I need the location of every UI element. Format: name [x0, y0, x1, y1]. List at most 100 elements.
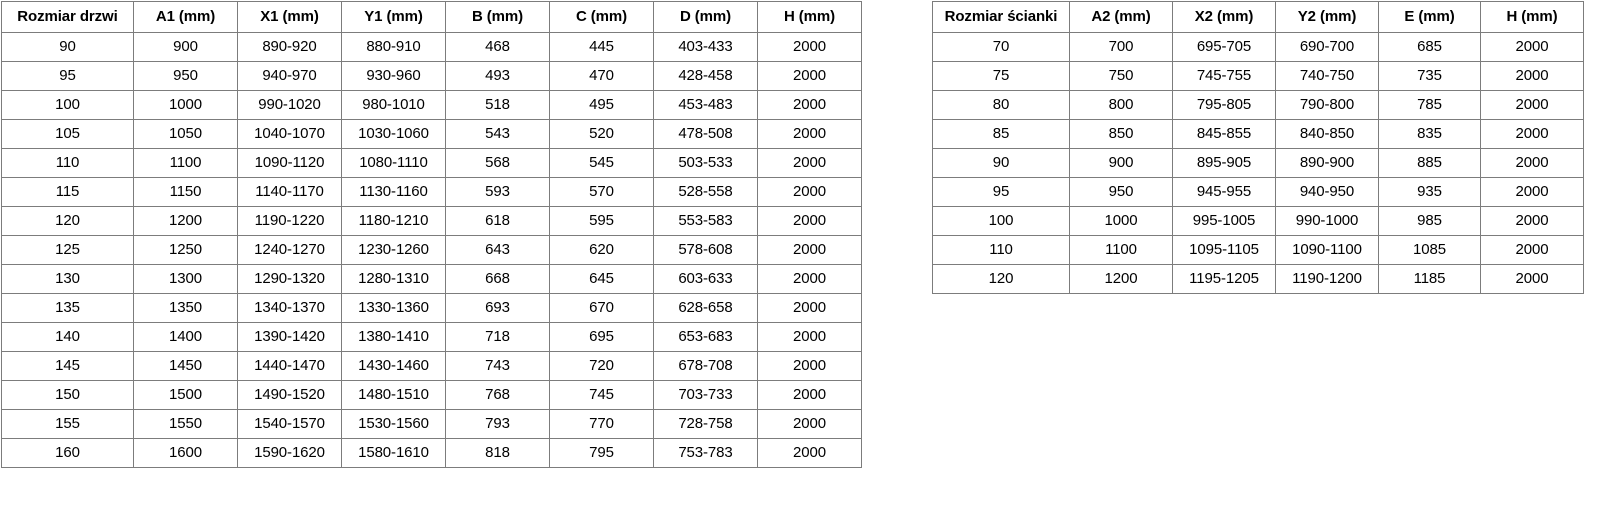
column-header-d: D (mm): [653, 1, 758, 33]
doors-table-cell: 593: [445, 177, 550, 207]
doors-table-cell: 678-708: [653, 351, 758, 381]
walls-table-cell: 120: [932, 264, 1070, 294]
walls-table-cell: 750: [1069, 61, 1173, 91]
doors-table-cell: 1250: [133, 235, 238, 265]
table-row: 150 1500 1490-1520 1480-1510 768 745 703-733 20…: [1, 380, 862, 410]
doors-table-cell: 770: [549, 409, 654, 439]
doors-table-cell: 520: [549, 119, 654, 149]
doors-table-cell: 930-960: [341, 61, 446, 91]
doors-table-cell: 1600: [133, 438, 238, 468]
doors-table-cell: 1040-1070: [237, 119, 342, 149]
walls-table-cell: 1000: [1069, 206, 1173, 236]
doors-table-cell: 703-733: [653, 380, 758, 410]
walls-table-cell: 835: [1378, 119, 1481, 149]
doors-table-cell: 570: [549, 177, 654, 207]
doors-table-cell: 1280-1310: [341, 264, 446, 294]
walls-table-cell: 80: [932, 90, 1070, 120]
doors-table-cell: 1190-1220: [237, 206, 342, 236]
walls-table-cell: 785: [1378, 90, 1481, 120]
doors-table-cell: 553-583: [653, 206, 758, 236]
walls-table-cell: 95: [932, 177, 1070, 207]
doors-table-cell: 495: [549, 90, 654, 120]
doors-table-cell: 1300: [133, 264, 238, 294]
doors-table-cell: 940-970: [237, 61, 342, 91]
walls-table-cell: 110: [932, 235, 1070, 265]
walls-table-cell: 2000: [1480, 148, 1584, 178]
doors-table-cell: 1050: [133, 119, 238, 149]
column-header-y2: Y2 (mm): [1275, 1, 1379, 33]
doors-table-cell: 2000: [757, 438, 862, 468]
doors-table-cell: 1030-1060: [341, 119, 446, 149]
doors-table-cell: 468: [445, 32, 550, 62]
table-row: 95 950 940-970 930-960 493 470 428-458 2000: [1, 61, 862, 91]
doors-table-cell: 643: [445, 235, 550, 265]
doors-table-cell: 115: [1, 177, 134, 207]
doors-table-cell: 403-433: [653, 32, 758, 62]
doors-table-cell: 980-1010: [341, 90, 446, 120]
doors-table-cell: 445: [549, 32, 654, 62]
walls-table-cell: 700: [1069, 32, 1173, 62]
walls-table-cell: 1095-1105: [1172, 235, 1276, 265]
table-header-row: Rozmiar drzwi A1 (mm) X1 (mm) Y1 (mm) B …: [1, 1, 862, 33]
doors-table-cell: 890-920: [237, 32, 342, 62]
doors-table-cell: 503-533: [653, 148, 758, 178]
doors-table-cell: 645: [549, 264, 654, 294]
doors-table-cell: 2000: [757, 90, 862, 120]
doors-table-cell: 720: [549, 351, 654, 381]
walls-table-cell: 945-955: [1172, 177, 1276, 207]
table-row: 90 900 895-905 890-900 885 2000: [932, 148, 1584, 178]
doors-table-cell: 543: [445, 119, 550, 149]
table-row: 135 1350 1340-1370 1330-1360 693 670 628-658 20…: [1, 293, 862, 323]
table-row: 90 900 890-920 880-910 468 445 403-433 2000: [1, 32, 862, 62]
walls-table-cell: 2000: [1480, 90, 1584, 120]
doors-table-cell: 1350: [133, 293, 238, 323]
doors-table-cell: 105: [1, 119, 134, 149]
walls-table-cell: 2000: [1480, 119, 1584, 149]
doors-table-cell: 1340-1370: [237, 293, 342, 323]
doors-dimension-table: Rozmiar drzwi A1 (mm) X1 (mm) Y1 (mm) B …: [1, 1, 862, 468]
doors-table-cell: 618: [445, 206, 550, 236]
doors-table-cell: 1390-1420: [237, 322, 342, 352]
table-row: 125 1250 1240-1270 1230-1260 643 620 578-608 20…: [1, 235, 862, 265]
doors-table-cell: 1580-1610: [341, 438, 446, 468]
walls-dimension-table-container: Rozmiar ścianki A2 (mm) X2 (mm) Y2 (mm) …: [932, 1, 1584, 294]
walls-table-cell: 990-1000: [1275, 206, 1379, 236]
doors-table-cell: 155: [1, 409, 134, 439]
walls-table-cell: 800: [1069, 90, 1173, 120]
doors-table-cell: 2000: [757, 322, 862, 352]
walls-table-cell: 1200: [1069, 264, 1173, 294]
walls-table-cell: 895-905: [1172, 148, 1276, 178]
doors-table-cell: 545: [549, 148, 654, 178]
doors-table-cell: 1590-1620: [237, 438, 342, 468]
column-header-x1: X1 (mm): [237, 1, 342, 33]
walls-table-cell: 75: [932, 61, 1070, 91]
walls-table-cell: 685: [1378, 32, 1481, 62]
doors-table-cell: 2000: [757, 380, 862, 410]
table-row: 115 1150 1140-1170 1130-1160 593 570 528-558 20…: [1, 177, 862, 207]
doors-table-cell: 2000: [757, 32, 862, 62]
doors-table-cell: 603-633: [653, 264, 758, 294]
walls-table-cell: 890-900: [1275, 148, 1379, 178]
doors-table-cell: 428-458: [653, 61, 758, 91]
doors-table-cell: 160: [1, 438, 134, 468]
walls-table-cell: 2000: [1480, 177, 1584, 207]
doors-table-cell: 578-608: [653, 235, 758, 265]
doors-table-cell: 620: [549, 235, 654, 265]
walls-table-cell: 1085: [1378, 235, 1481, 265]
walls-table-cell: 2000: [1480, 32, 1584, 62]
column-header-h: H (mm): [757, 1, 862, 33]
doors-table-cell: 125: [1, 235, 134, 265]
doors-table-cell: 145: [1, 351, 134, 381]
walls-table-cell: 100: [932, 206, 1070, 236]
doors-table-cell: 2000: [757, 293, 862, 323]
doors-table-cell: 793: [445, 409, 550, 439]
doors-table-cell: 1200: [133, 206, 238, 236]
doors-table-cell: 2000: [757, 206, 862, 236]
column-header-rozmiar-drzwi: Rozmiar drzwi: [1, 1, 134, 33]
walls-table-cell: 995-1005: [1172, 206, 1276, 236]
doors-table-cell: 880-910: [341, 32, 446, 62]
doors-table-cell: 1130-1160: [341, 177, 446, 207]
table-row: 120 1200 1195-1205 1190-1200 1185 2000: [932, 264, 1584, 294]
doors-table-cell: 768: [445, 380, 550, 410]
